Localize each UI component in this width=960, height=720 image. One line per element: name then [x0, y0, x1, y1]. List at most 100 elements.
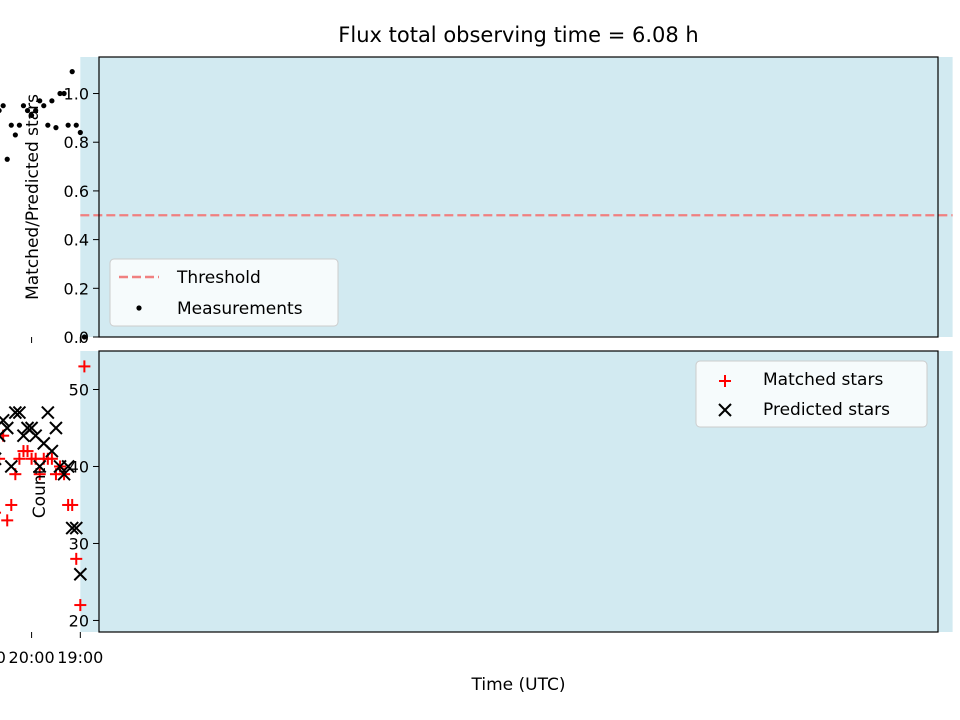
measurement-point	[20, 103, 27, 109]
matched-star-point	[17, 445, 30, 458]
measurement-point	[4, 156, 10, 162]
measurement-point	[61, 90, 67, 97]
bottom-plot-frame	[98, 350, 939, 633]
top-y-tick-label: 0.8	[64, 133, 89, 152]
predicted-star-point	[69, 521, 83, 535]
bottom-legend: Matched stars Predicted stars	[695, 360, 928, 428]
top-y-tick-label: 1.0	[64, 85, 89, 104]
top-y-tick-label: 0.2	[64, 279, 89, 298]
matched-star-point	[33, 468, 46, 481]
predicted-star-mark	[57, 467, 71, 481]
bottom-y-tick-label: 30	[69, 534, 89, 553]
predicted-star-mark	[12, 405, 27, 420]
predicted-star-point	[8, 405, 23, 420]
measurement-point	[33, 107, 39, 114]
predicted-star-point	[41, 405, 55, 420]
predicted-star-point	[33, 459, 47, 474]
matched-stars-legend-label: Matched stars	[763, 370, 883, 390]
matched-star-point	[70, 552, 83, 565]
predicted-stars-legend-icon	[718, 403, 732, 417]
predicted-star-mark	[4, 459, 18, 474]
predicted-star-point	[65, 521, 79, 535]
measurement-point	[12, 132, 18, 138]
bottom-y-tick-label: 40	[69, 457, 89, 476]
measurement-point	[45, 122, 51, 128]
figure-title: Flux total observing time = 6.08 h	[338, 23, 698, 47]
predicted-star-mark	[0, 428, 6, 437]
matched-stars-legend-icon	[719, 375, 731, 387]
predicted-stars-layer	[0, 405, 88, 581]
predicted-star-mark	[41, 405, 55, 420]
measurement-point	[8, 122, 14, 128]
predicted-star-mark	[33, 459, 47, 474]
predicted-star-mark	[16, 428, 31, 443]
top-y-axis-label: Matched/Predicted stars	[23, 94, 43, 300]
predicted-star-mark	[0, 413, 10, 425]
top-y-tick-label: 0.4	[64, 231, 89, 250]
predicted-star-mark	[73, 567, 88, 581]
top-legend-box	[109, 258, 339, 327]
predicted-star-mark	[37, 436, 51, 451]
predicted-star-point	[20, 421, 35, 435]
bottom-panel: 20 30 40 50 19:0020:0021:0022:0023:0000:000…	[0, 350, 953, 695]
predicted-star-point	[49, 421, 63, 435]
measurement-point	[81, 334, 87, 340]
predicted-star-mark	[65, 521, 79, 535]
predicted-star-mark	[45, 444, 59, 458]
predicted-star-point	[73, 567, 88, 581]
predicted-star-point	[0, 413, 10, 427]
bottom-y-axis-label: Count	[30, 467, 50, 518]
x-tick-label: 19:00	[57, 648, 103, 667]
measurements-legend-label: Measurements	[177, 299, 303, 319]
x-tick-label: 20:00	[9, 648, 55, 667]
top-y-tick-label: 0.0	[64, 328, 89, 347]
measurement-point	[53, 125, 59, 131]
predicted-star-mark	[49, 421, 63, 435]
measurement-point	[73, 122, 79, 128]
predicted-star-point	[4, 459, 18, 474]
bottom-y-tick-label: 50	[69, 380, 89, 399]
measurement-point	[28, 112, 35, 119]
x-axis-label: Time (UTC)	[471, 675, 566, 695]
predicted-star-mark	[20, 421, 35, 435]
measurement-point	[65, 122, 71, 128]
predicted-stars-legend-label: Predicted stars	[763, 400, 890, 420]
matched-star-point	[13, 452, 26, 465]
bottom-y-tick-label: 20	[69, 611, 89, 630]
measurement-point	[69, 69, 75, 75]
measurement-point	[16, 122, 23, 128]
predicted-star-mark	[28, 428, 43, 443]
predicted-star-mark	[53, 459, 67, 474]
matched-star-point	[1, 514, 14, 527]
top-panel: 0.0 0.2 0.4 0.6 0.8 1.0 Matched/Predicted sta…	[0, 56, 953, 347]
predicted-star-point	[0, 428, 6, 443]
predicted-star-mark	[69, 521, 83, 535]
measurements-layer	[0, 69, 87, 340]
measurement-point	[57, 90, 63, 97]
measurement-point	[49, 98, 55, 104]
predicted-star-mark	[8, 405, 23, 420]
matched-star-point	[62, 498, 75, 511]
measurement-point	[41, 103, 47, 109]
predicted-star-point	[12, 405, 27, 420]
measurement-point	[0, 103, 6, 109]
top-plot-frame	[98, 56, 939, 338]
measurements-legend-icon	[136, 305, 142, 311]
top-x-ticks	[31, 337, 81, 343]
top-y-tick-label: 0.6	[64, 182, 89, 201]
measurement-point	[24, 107, 31, 114]
measurement-point	[0, 108, 2, 114]
measurement-point	[37, 98, 43, 104]
bottom-legend-box	[695, 360, 928, 428]
matched-star-point	[0, 452, 6, 465]
top-legend: Threshold Measurements	[109, 258, 339, 327]
threshold-legend-label: Threshold	[176, 268, 261, 288]
predicted-star-point	[16, 428, 31, 443]
matched-star-point	[5, 498, 18, 511]
measurement-point	[77, 129, 83, 136]
top-y-axis: 0.0 0.2 0.4 0.6 0.8 1.0	[64, 85, 99, 347]
predicted-star-point	[53, 459, 67, 474]
matched-star-point	[74, 599, 87, 612]
